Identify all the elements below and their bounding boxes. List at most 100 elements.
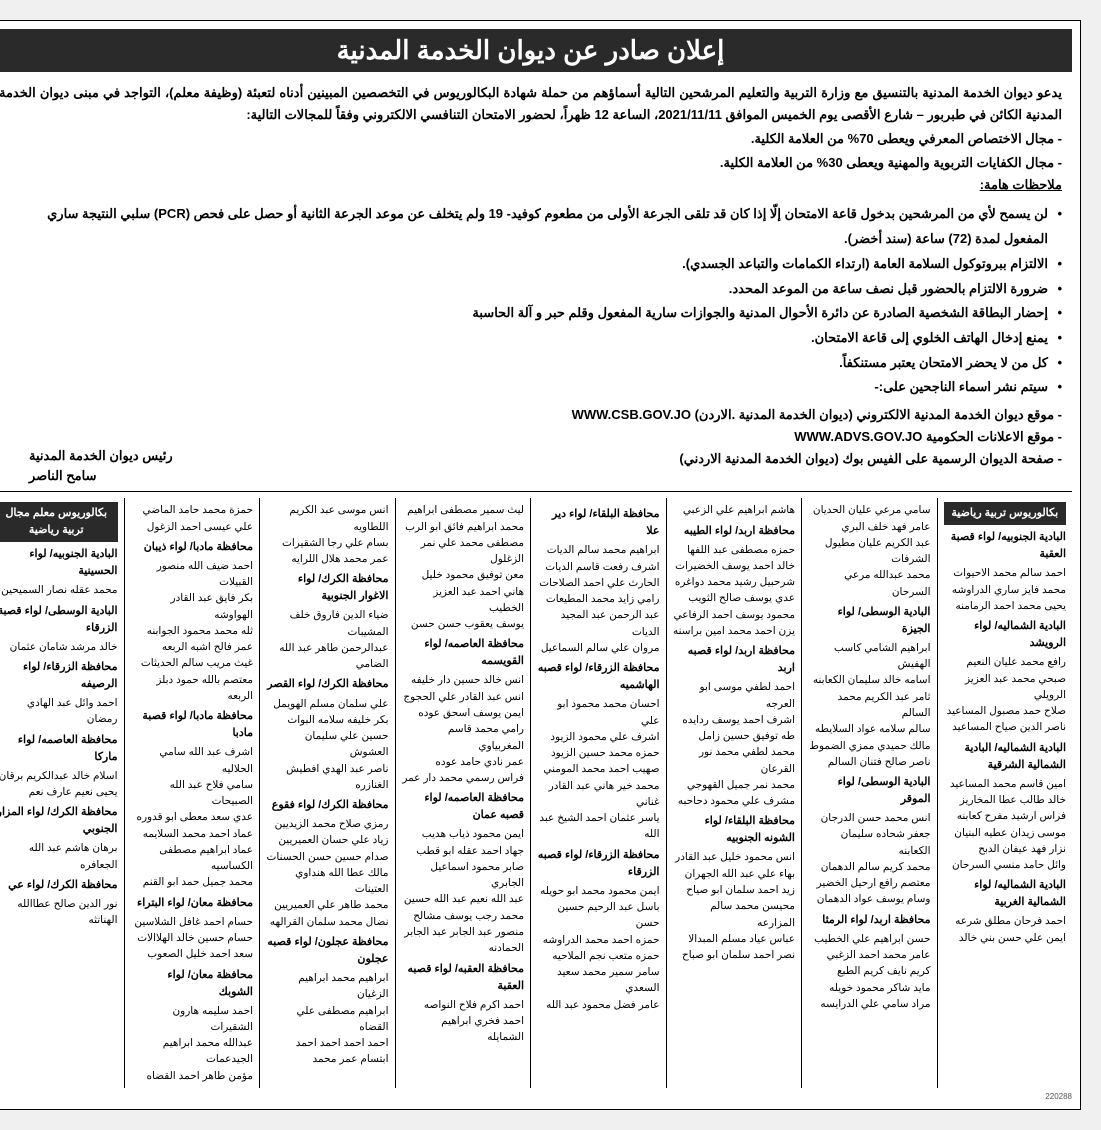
candidate-name: ابتسام عمر محمد: [266, 1051, 389, 1067]
candidate-name: سامر سمير محمد سعيد السعدي: [537, 964, 660, 997]
region-heading: البادية الوسطى/ لواء الموقر: [808, 774, 931, 808]
region-heading: البادية الشماليه/ لواء الرويشد: [944, 618, 1067, 652]
candidate-name: مروان علي سالم السماعيل: [537, 640, 660, 656]
region-heading: البادية الوسطى/ لواء الجيزة: [808, 604, 931, 638]
candidate-name: عبد الله نعيم عبد الله حسين: [402, 891, 525, 907]
name-column: بكالوريوس تربية رياضيةالبادية الجنوبيه/ …: [937, 498, 1073, 1088]
note-item: لن يسمح لأي من المرشحين بدخول قاعة الامت…: [11, 202, 1062, 251]
name-column: سامي مرعي عليان الحديانعامر فهد خلف البر…: [801, 498, 937, 1088]
candidate-name: محمد عبدالله مرعي السرحان: [808, 567, 931, 600]
candidate-name: محمد نمر جميل القهوجي: [673, 777, 796, 793]
candidate-name: صلاح حمد مصبول المساعيد: [944, 703, 1067, 719]
name-column: بكالوريوس معلم مجال تربية رياضيةالبادية …: [0, 498, 124, 1088]
candidate-name: انس محمود خليل عبد القادر: [673, 849, 796, 865]
name-column: هاشم ابراهيم علي الزعبيمحافظة اربد/ لواء…: [666, 498, 802, 1088]
candidate-name: عامر فضل محمود عبد الله: [537, 997, 660, 1013]
candidate-name: احمد ضيف الله منصور القبيلات: [131, 558, 254, 591]
candidate-name: عدي يوسف صالح الثويب: [673, 590, 796, 606]
region-heading: محافظة اربد/ لواء قصبه اربد: [673, 643, 796, 677]
candidate-name: مصطفى محمد علي نمر الزغلول: [402, 535, 525, 568]
region-heading: محافظة الكرك/ لواء الاغوار الجنوبية: [266, 571, 389, 605]
candidate-name: سعد احمد خليل الصعوب: [131, 946, 254, 962]
region-heading: محافظة الزرقاء/ لواء قصبه الزرقاء: [537, 847, 660, 881]
candidate-name: محمد ابراهيم فائق ابو الرب: [402, 519, 525, 535]
candidate-name: ابراهيم الشامي كاسب الهفيش: [808, 640, 931, 673]
region-heading: البادية الجنوبيه/ لواء الحسينية: [0, 546, 118, 580]
note-item: كل من لا يحضر الامتحان يعتبر مستنكفاً.: [11, 351, 1062, 376]
candidate-name: احمد فخري ابراهيم الشمايله: [402, 1013, 525, 1046]
region-heading: محافظة الكرك/ لواء عي: [0, 877, 118, 894]
candidate-name: ايمن محمود محمد ابو حويله: [537, 883, 660, 899]
candidate-name: حسين علي سليمان العشوش: [266, 728, 389, 761]
candidate-name: يحيى محمد احمد الرمامنه: [944, 598, 1067, 614]
candidate-name: برهان هاشم عبد الله الجعافره: [0, 840, 118, 873]
candidate-name: حمزه احمد محمد الدراوشه: [537, 932, 660, 948]
candidate-name: معن توفيق محمود خليل: [402, 567, 525, 583]
candidate-name: حمزه محمد حسين الزيود: [537, 745, 660, 761]
candidate-name: انس محمد حسن الدرجان: [808, 810, 931, 826]
candidate-name: اشرف احمد يوسف ردايده: [673, 712, 796, 728]
candidate-name: محمد فايز ساري الدراوشه: [944, 582, 1067, 598]
region-heading: محافظة الكرك/ لواء القصر: [266, 676, 389, 693]
candidate-name: هاني احمد عبد العزيز الخطيب: [402, 584, 525, 617]
candidate-name: وسام يوسف عواد الدهمان: [808, 891, 931, 907]
region-heading: محافظة العقبه/ لواء قصبه العقبة: [402, 961, 525, 995]
candidate-name: مشرف علي محمود دحاحبه: [673, 793, 796, 809]
candidate-name: معتصم بالله حمود دبلز الربعه: [131, 672, 254, 705]
candidate-name: صهيب احمد محمد المومني: [537, 761, 660, 777]
note-item: إحضار البطاقة الشخصية الصادرة عن دائرة ا…: [11, 301, 1062, 326]
candidate-name: كريم نايف كريم الطبع: [808, 963, 931, 979]
candidate-name: يوسف يعقوب حسن حسن: [402, 616, 525, 632]
note-item: سيتم نشر اسماء الناجحين على:-: [11, 375, 1062, 400]
region-heading: محافظة مادبا/ لواء ذيبان: [131, 539, 254, 556]
candidate-name: ناصر صالح فتنان السالم: [808, 754, 931, 770]
name-column: محافظة البلقاء/ لواء دير علاابراهيم محمد…: [530, 498, 666, 1088]
candidate-name: يزن احمد محمد امين براسنه: [673, 623, 796, 639]
candidate-name: محمد خير هاني عبد القادر غناني: [537, 778, 660, 811]
candidate-name: بسام علي رجا الشقيرات: [266, 535, 389, 551]
candidate-name: انس خالد حسين دار خليفه: [402, 672, 525, 688]
candidate-name: مراد سامي علي الدرايسه: [808, 996, 931, 1012]
candidate-name: صابر محمود اسماعيل الجابري: [402, 859, 525, 892]
candidate-name: خالد طالب عطا المخاريز: [944, 792, 1067, 808]
candidate-name: نصر احمد سلمان ابو صباح: [673, 947, 796, 963]
candidate-name: رمزي صلاح محمد الزيديين: [266, 816, 389, 832]
note-item: ضرورة الالتزام بالحضور قبل نصف ساعة من ا…: [11, 277, 1062, 302]
candidate-name: يحيى نعيم عارف نعم: [0, 784, 118, 800]
candidate-name: ضياء الدين فاروق خلف المشيبات: [266, 607, 389, 640]
candidate-name: عمر نادي حامد عوده: [402, 754, 525, 770]
candidate-name: احمد فرحان مطلق شرعه: [944, 913, 1067, 929]
candidate-name: منصور عبد الجابر عبد الجابر الحمادنه: [402, 924, 525, 957]
region-heading: محافظة البلقاء/ لواء الشونه الجنوبيه: [673, 813, 796, 847]
candidate-name: ايمن محمود ذياب هديب: [402, 826, 525, 842]
candidate-name: ابراهيم محمد ابراهيم الزغيان: [266, 970, 389, 1003]
candidate-name: عمر فالح اشبه الربعه: [131, 639, 254, 655]
candidate-name: اشرف عبد الله سامي الحلاليه: [131, 744, 254, 777]
candidate-name: ليث سمير مصطفى ابراهيم: [402, 502, 525, 518]
candidate-name: جعفر شحاده سليمان الكعابنه: [808, 826, 931, 859]
divider: [0, 491, 1072, 492]
candidate-name: رامي زايد محمد المطيعات: [537, 591, 660, 607]
candidate-name: فراس ارشيد مفرح كعابنه: [944, 808, 1067, 824]
region-heading: محافظة اربد/ لواء الطيبه: [673, 523, 796, 540]
candidate-name: زيد احمد سلمان ابو صياح: [673, 882, 796, 898]
candidate-name: عمر محمد هلال اللرايه: [266, 551, 389, 567]
candidate-name: مالك عطا الله هنداوي العتينات: [266, 865, 389, 898]
candidate-name: وائل حامد منسي السرحان: [944, 857, 1067, 873]
candidate-name: ايمن يوسف اسحق عوده: [402, 705, 525, 721]
candidate-name: موسى زيدان عطيه البنيان: [944, 825, 1067, 841]
candidate-name: ايمن علي حسن بني خالد: [944, 930, 1067, 946]
region-heading: محافظة مادبا/ لواء قصبة مادبا: [131, 708, 254, 742]
candidate-name: زياد علي حسان العميريين: [266, 832, 389, 848]
note-item: الالتزام ببروتوكول السلامة العامة (ارتدا…: [11, 252, 1062, 277]
candidate-name: ياسر عثمان احمد الشيخ عبد الله: [537, 810, 660, 843]
region-heading: محافظة الكرك/ لواء فقوع: [266, 797, 389, 814]
candidate-name: محمد جميل حمد ابو القنم: [131, 874, 254, 890]
candidate-name: صبحي محمد عبد العزيز الرويلي: [944, 671, 1067, 704]
candidate-name: بكر خليفه سلامه البوات: [266, 712, 389, 728]
region-heading: البادية الوسطى/ لواء قصبة الزرقاء: [0, 603, 118, 637]
candidate-name: عبدالله محمد ابراهيم الجيدعمات: [131, 1035, 254, 1068]
candidate-name: مايد شاكر محمود خويله: [808, 980, 931, 996]
candidate-name: احمد سالم محمد الاحيوات: [944, 565, 1067, 581]
candidate-name: اسلام خالد عبدالكريم برقان: [0, 768, 118, 784]
